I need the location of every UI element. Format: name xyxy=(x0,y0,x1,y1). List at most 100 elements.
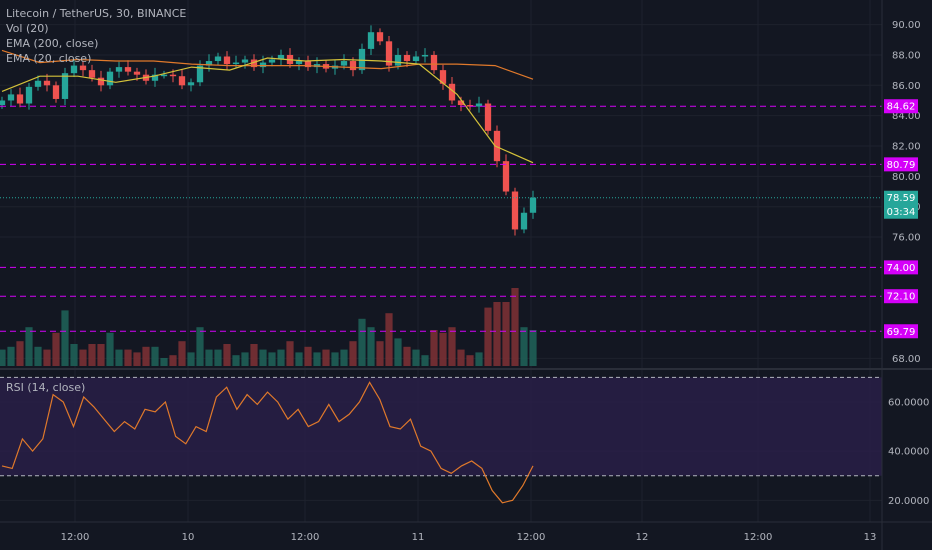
level-tag-bg xyxy=(884,260,918,275)
volume-bar xyxy=(259,349,267,366)
rsi-legend[interactable]: RSI (14, close) xyxy=(6,381,86,394)
candle[interactable] xyxy=(178,69,186,90)
candle[interactable] xyxy=(241,55,249,69)
candle-body xyxy=(403,54,411,62)
level-tag-bg xyxy=(884,157,918,172)
candle[interactable] xyxy=(7,89,15,107)
candle[interactable] xyxy=(268,55,276,67)
volume-bar xyxy=(529,330,537,366)
level-tag-text: 69.79 xyxy=(887,327,916,338)
rsi-axis[interactable]: 60.0000 40.0000 20.0000 xyxy=(888,397,929,506)
candle-body xyxy=(295,61,303,65)
candle-body xyxy=(250,59,258,68)
candle-body xyxy=(232,62,240,65)
candle[interactable] xyxy=(511,187,519,236)
candle[interactable] xyxy=(214,52,222,65)
candle[interactable] xyxy=(295,57,303,71)
rsi-tick-label: 40.0000 xyxy=(888,447,929,458)
indicator-vol[interactable]: Vol (20) xyxy=(6,22,49,35)
volume-bar xyxy=(484,307,492,366)
main-legend: Litecoin / TetherUS, 30, BINANCE Vol (20… xyxy=(6,6,186,66)
candle[interactable] xyxy=(259,55,267,74)
candle-body xyxy=(268,59,276,63)
candle[interactable] xyxy=(520,207,528,234)
candle[interactable] xyxy=(223,51,231,71)
candle[interactable] xyxy=(124,60,132,76)
candle-body xyxy=(448,83,456,101)
volume-bar xyxy=(439,332,447,366)
candle[interactable] xyxy=(115,61,123,78)
candle[interactable] xyxy=(43,73,51,92)
time-axis[interactable]: 12:00 10 12:00 11 12:00 12 12:00 13 xyxy=(61,532,877,543)
candle[interactable] xyxy=(34,75,42,91)
candle[interactable] xyxy=(0,96,6,109)
candle-body xyxy=(214,56,222,62)
candle[interactable] xyxy=(304,55,312,71)
candle-body xyxy=(25,86,33,104)
volume-bar xyxy=(178,341,186,366)
time-tick-label: 10 xyxy=(182,532,195,543)
candle[interactable] xyxy=(385,36,393,72)
price-tick-label: 84.00 xyxy=(892,111,921,122)
indicator-ema-20[interactable]: EMA (20, close) xyxy=(6,52,92,65)
candle[interactable] xyxy=(187,78,195,92)
candle[interactable] xyxy=(439,64,447,90)
candle[interactable] xyxy=(412,51,420,65)
candle-body xyxy=(79,65,87,71)
level-tag-bg xyxy=(884,99,918,114)
candle[interactable] xyxy=(106,67,114,90)
candle[interactable] xyxy=(358,43,366,74)
rsi-tick-label: 20.0000 xyxy=(888,496,929,507)
candle[interactable] xyxy=(79,61,87,77)
candle[interactable] xyxy=(403,51,411,68)
candle[interactable] xyxy=(25,83,33,110)
volume-bar xyxy=(7,346,15,366)
candle[interactable] xyxy=(151,67,159,87)
time-tick-label: 12:00 xyxy=(61,532,90,543)
candle[interactable] xyxy=(529,190,537,219)
candle[interactable] xyxy=(430,51,438,74)
candle-body xyxy=(412,56,420,62)
level-tag: 74.00 xyxy=(884,260,918,275)
price-tick-label: 68.00 xyxy=(892,354,921,365)
candle[interactable] xyxy=(70,58,78,77)
candle[interactable] xyxy=(16,87,24,108)
candle-body xyxy=(52,85,60,99)
candle[interactable] xyxy=(394,48,402,70)
symbol-title[interactable]: Litecoin / TetherUS, 30, BINANCE xyxy=(6,7,187,20)
indicator-ema-200[interactable]: EMA (200, close) xyxy=(6,37,99,50)
volume-bar xyxy=(70,344,78,366)
candle[interactable] xyxy=(61,67,69,106)
level-tag: 69.79 xyxy=(884,324,918,339)
level-tag: 84.62 xyxy=(884,99,918,114)
level-tag-text: 74.00 xyxy=(887,263,916,274)
candle-body xyxy=(421,54,429,57)
volume-bar xyxy=(322,349,330,366)
candle[interactable] xyxy=(52,81,60,103)
volume-bar xyxy=(286,341,294,366)
candle[interactable] xyxy=(160,70,168,79)
volume-bar xyxy=(493,302,501,366)
candle[interactable] xyxy=(367,25,375,55)
candle-body xyxy=(16,94,24,104)
rsi-tick-label: 60.0000 xyxy=(888,397,929,408)
last-price-text: 78.59 xyxy=(887,193,916,204)
level-tag-text: 72.10 xyxy=(887,292,916,303)
volume-bar xyxy=(0,349,6,366)
price-tags: 84.62 80.79 74.00 72.10 69.79 78.59 03:34 xyxy=(884,99,918,339)
volume-bar xyxy=(52,332,60,366)
candle[interactable] xyxy=(502,154,510,196)
volume-bar xyxy=(214,349,222,366)
volume-bar xyxy=(160,358,168,366)
candle[interactable] xyxy=(484,99,492,135)
volume-bar xyxy=(475,352,483,366)
rsi-guides xyxy=(0,376,882,477)
candle[interactable] xyxy=(376,28,384,46)
candle-body xyxy=(430,54,438,71)
candle[interactable] xyxy=(277,49,285,66)
candle[interactable] xyxy=(97,70,105,92)
candle[interactable] xyxy=(475,96,483,113)
volume-bar xyxy=(430,330,438,366)
candle[interactable] xyxy=(421,48,429,63)
